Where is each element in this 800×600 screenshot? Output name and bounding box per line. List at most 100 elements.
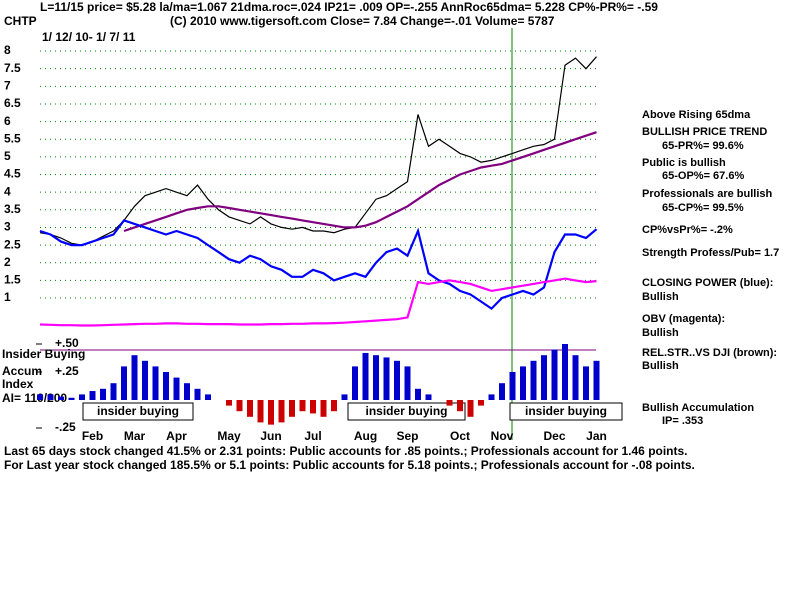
bar [509, 372, 516, 400]
bar [257, 400, 264, 423]
bar [352, 366, 358, 400]
bar [551, 349, 558, 400]
bar [37, 394, 43, 400]
series-line [123, 131, 597, 233]
bar [394, 360, 400, 400]
bar [58, 396, 64, 400]
note: OBV (magenta): [642, 313, 725, 325]
series-line [39, 219, 598, 311]
bar [310, 400, 316, 414]
x-tick-label: Aug [354, 429, 377, 443]
y-tick-label: 6 [4, 114, 11, 128]
bar [520, 366, 526, 400]
bar [247, 400, 253, 417]
bar [593, 360, 600, 400]
bar [572, 355, 579, 400]
x-tick-label: May [217, 429, 241, 443]
series-line [39, 56, 597, 246]
x-tick-label: Jan [586, 429, 607, 443]
note: CP%vsPr%= -.2% [642, 224, 733, 236]
note: IP= .353 [662, 415, 703, 427]
date-range: 1/ 12/ 10- 1/ 7/ 11 [42, 30, 136, 44]
x-tick-label: Jun [260, 429, 281, 443]
note: 65-OP%= 67.6% [662, 170, 744, 182]
bar [47, 394, 54, 400]
note: 65-CP%= 99.5% [662, 202, 744, 214]
bar [446, 400, 453, 406]
bar [362, 352, 369, 400]
left-label: Index [2, 377, 34, 391]
bar [425, 394, 432, 400]
bar [173, 377, 180, 400]
header-line: (C) 2010 www.tigersoft.com Close= 7.84 C… [170, 14, 555, 28]
bar [383, 357, 390, 400]
y-tick-label: 5 [4, 149, 11, 163]
y-tick-label: 2.5 [4, 237, 21, 251]
symbol: CHTP [4, 14, 37, 28]
y-tick-label: 5.5 [4, 131, 21, 145]
bar [457, 400, 463, 412]
bar [341, 394, 348, 400]
y-tick-label: 4 [4, 184, 11, 198]
bar [320, 400, 327, 417]
y-tick-label: +.50 [55, 336, 79, 350]
footer-line: For Last year stock changed 185.5% or 5.… [4, 458, 695, 472]
x-tick-label: Feb [82, 429, 103, 443]
bar [205, 394, 211, 400]
bar [499, 383, 505, 400]
x-tick-label: Apr [166, 429, 187, 443]
bar [131, 355, 138, 400]
y-tick-label: +.25 [55, 364, 79, 378]
bar [404, 366, 411, 400]
y-tick-label: 3 [4, 220, 11, 234]
left-label: Insider Buying [2, 347, 85, 361]
x-tick-label: Nov [491, 429, 514, 443]
note: Bullish Accumulation [642, 402, 754, 414]
bar [89, 391, 96, 400]
bar [488, 394, 495, 400]
note: CLOSING POWER (blue): [642, 277, 773, 289]
bar [562, 344, 568, 400]
note: Bullish [642, 291, 679, 303]
annotation: insider buying [365, 404, 447, 418]
note: Bullish [642, 360, 679, 372]
bar [278, 400, 285, 423]
bar [289, 400, 295, 417]
x-tick-label: Dec [543, 429, 565, 443]
bar [163, 372, 169, 400]
x-tick-label: Jul [304, 429, 321, 443]
bar [373, 355, 379, 400]
annotation-box [509, 402, 623, 421]
note: Professionals are bullish [642, 188, 772, 200]
x-tick-label: Oct [450, 429, 470, 443]
bar [236, 400, 243, 412]
bar [583, 366, 589, 400]
annotation-box [347, 402, 466, 421]
left-label: AI= 110/200 [2, 391, 67, 405]
footer-line: Last 65 days stock changed 41.5% or 2.31… [4, 444, 688, 458]
annotation: insider buying [97, 404, 179, 418]
bar [467, 400, 474, 417]
bar [226, 400, 232, 406]
note: Strength Profess/Pub= 1.7 [642, 247, 779, 259]
bar [415, 388, 421, 400]
y-tick-label: 4.5 [4, 167, 21, 181]
note: 65-PR%= 99.6% [662, 140, 744, 152]
note: REL.STR..VS DJI (brown): [642, 347, 777, 359]
bar [121, 366, 127, 400]
bar [68, 397, 75, 400]
y-tick-label: 7.5 [4, 61, 21, 75]
left-label: Accum [2, 364, 42, 378]
bar [152, 366, 159, 400]
y-tick-label: -.25 [55, 420, 76, 434]
bar [530, 360, 537, 400]
bar [79, 394, 85, 400]
annotation-box [82, 402, 194, 421]
note: Public is bullish [642, 157, 726, 169]
x-tick-label: Sep [396, 429, 418, 443]
note: BULLISH PRICE TREND [642, 126, 767, 138]
header-line: L=11/15 price= $5.28 la/ma=1.067 21dma.r… [40, 0, 658, 14]
y-tick-label: 1.5 [4, 273, 21, 287]
